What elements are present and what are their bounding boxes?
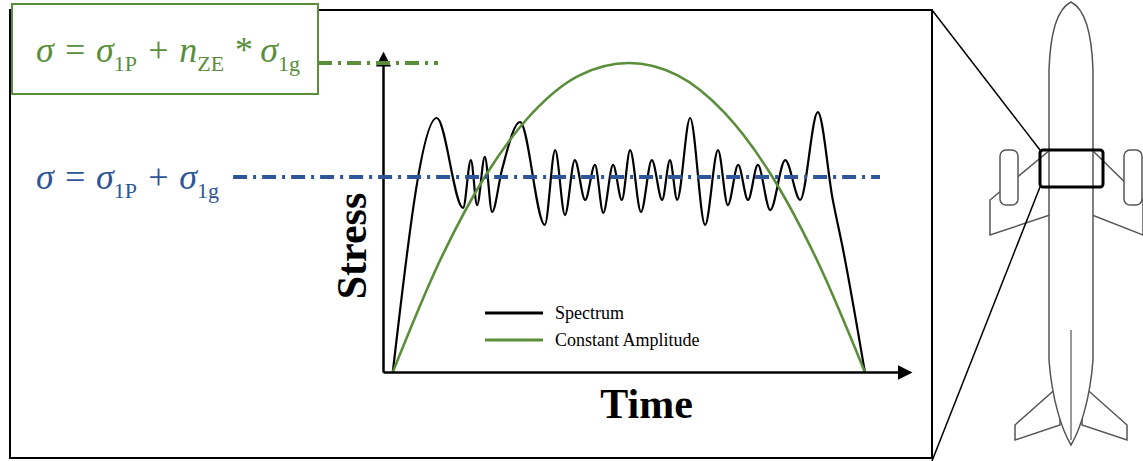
legend-label: Spectrum bbox=[555, 303, 624, 323]
equation-part: + n bbox=[137, 30, 197, 70]
legend: Spectrum Constant Amplitude bbox=[485, 303, 700, 350]
airplane-engine bbox=[1124, 150, 1142, 205]
plot-area bbox=[393, 63, 865, 372]
y-axis-title: Stress bbox=[329, 193, 375, 300]
equation-part: 1P bbox=[114, 51, 137, 76]
x-axis-title: Time bbox=[600, 381, 693, 427]
zoom-line bbox=[932, 187, 1040, 461]
annotation: σ = σ1P + σ1g bbox=[36, 157, 880, 203]
reference-line bbox=[318, 61, 438, 65]
airplane-wing bbox=[1092, 150, 1143, 235]
chart-svg: Time Stress Spectrum Constant Amplitude σ = … bbox=[0, 0, 1143, 461]
equation-part: + σ bbox=[137, 157, 198, 197]
series-line bbox=[393, 112, 865, 372]
equation-part: ZE bbox=[197, 51, 224, 76]
equation-part: 1P bbox=[114, 178, 137, 203]
equation-part: * σ bbox=[224, 30, 279, 70]
reference-line bbox=[233, 175, 880, 179]
y-axis bbox=[383, 64, 384, 373]
airplane-fin bbox=[1070, 330, 1072, 440]
x-axis bbox=[384, 372, 901, 373]
legend-entry: Spectrum bbox=[485, 303, 624, 323]
equation: σ = σ1P + σ1g bbox=[36, 157, 219, 203]
legend-swatch bbox=[485, 339, 543, 342]
airplane bbox=[990, 2, 1143, 445]
equation-part: 1g bbox=[278, 51, 300, 76]
equation-part: σ = σ bbox=[36, 157, 115, 197]
equation-box bbox=[12, 4, 318, 94]
axis-line bbox=[382, 64, 385, 373]
equation: σ = σ1P + nZE * σ1g bbox=[36, 30, 300, 76]
legend-entry: Constant Amplitude bbox=[485, 330, 700, 350]
airplane-fuselage bbox=[1049, 2, 1093, 445]
annotation: σ = σ1P + nZE * σ1g bbox=[12, 4, 438, 94]
zoom-line bbox=[932, 10, 1040, 150]
equation-part: σ = σ bbox=[36, 30, 115, 70]
series-line bbox=[393, 63, 865, 372]
zoom-box bbox=[1040, 150, 1103, 187]
legend-swatch bbox=[485, 312, 543, 315]
legend-label: Constant Amplitude bbox=[555, 330, 700, 350]
equation-part: 1g bbox=[197, 178, 219, 203]
airplane-engine bbox=[1000, 150, 1018, 205]
axis-line bbox=[384, 371, 901, 374]
